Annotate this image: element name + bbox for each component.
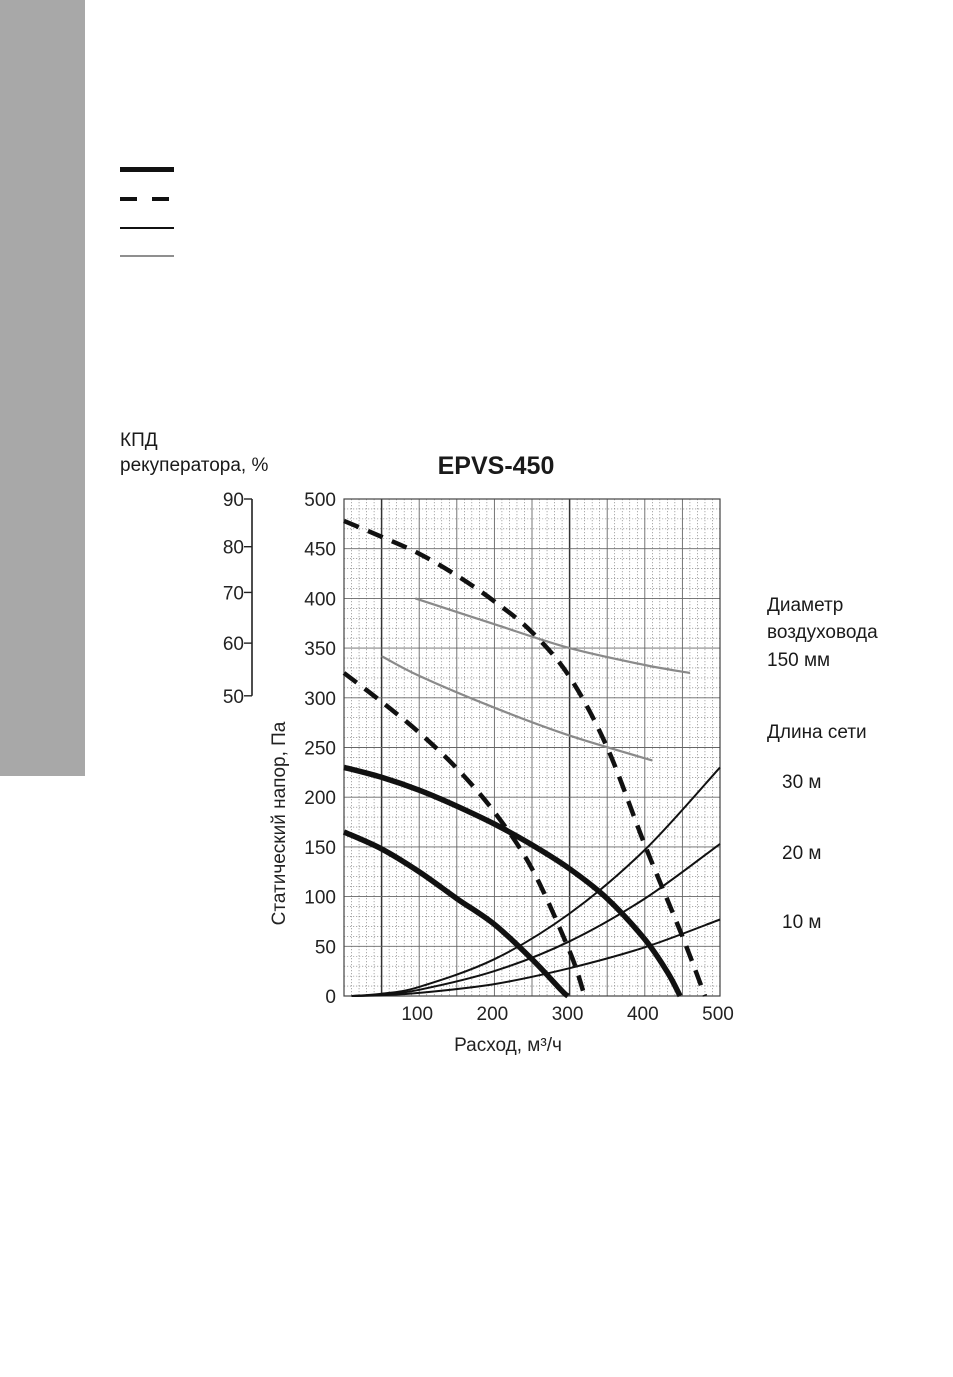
y-tick-label: 50 [315, 937, 336, 958]
y-tick-label: 350 [304, 639, 336, 660]
series-solid-gray-line [415, 597, 691, 675]
x-tick-label: 200 [477, 1004, 509, 1025]
plot-frame [343, 498, 721, 997]
y-tick-label: 0 [325, 987, 336, 1008]
network-length-title: Длина сети [767, 722, 867, 743]
series-solid-thick-line [343, 764, 683, 998]
efficiency-tick-label: 70 [223, 583, 244, 604]
efficiency-axis-label-line2: рекуператора, % [120, 455, 269, 476]
series-dashed-thick-line [342, 671, 587, 997]
efficiency-tick-label: 80 [223, 538, 244, 559]
y-tick-label: 450 [304, 540, 336, 561]
network-length-20m: 20 м [782, 843, 822, 864]
y-tick-label: 150 [304, 838, 336, 859]
y-axis-label: Статический напор, Па [269, 721, 290, 925]
network-length-10m: 10 м [782, 912, 822, 933]
series-dashed-thick-line [343, 518, 708, 997]
y-tick-label: 500 [304, 490, 336, 511]
series-solid-thick-line [342, 829, 570, 999]
duct-diameter-label-line1: Диаметр [767, 595, 844, 616]
y-tick-label: 200 [304, 788, 336, 809]
y-tick-label: 400 [304, 589, 336, 610]
y-tick-label: 100 [304, 888, 336, 909]
legend-swatch-dashed [120, 197, 174, 201]
duct-diameter-label-line2: воздуховода [767, 622, 878, 643]
duct-diameter-label-line3: 150 мм [767, 650, 831, 671]
efficiency-tick-label: 60 [223, 634, 244, 655]
x-tick-label: 100 [401, 1004, 433, 1025]
x-tick-label: 300 [552, 1004, 584, 1025]
series-solid-gray-line [381, 655, 653, 762]
y-tick-label: 300 [304, 689, 336, 710]
chart-title: EPVS-450 [437, 452, 555, 480]
side-tab-bar [0, 0, 85, 776]
efficiency-axis-label-line1: КПД [120, 430, 158, 451]
efficiency-tick-label: 50 [223, 687, 244, 708]
network-length-30m: 30 м [782, 772, 822, 793]
x-axis-label: Расход, м³/ч [454, 1035, 562, 1056]
legend-swatch-solid-thick [120, 167, 174, 172]
x-tick-label: 400 [627, 1004, 659, 1025]
legend-swatch-solid-gray [120, 255, 174, 257]
x-tick-label: 500 [702, 1004, 734, 1025]
efficiency-tick-label: 90 [223, 490, 244, 511]
series-solid-thin-line [351, 918, 721, 997]
y-tick-label: 250 [304, 739, 336, 760]
legend-swatch-solid-thin [120, 227, 174, 229]
